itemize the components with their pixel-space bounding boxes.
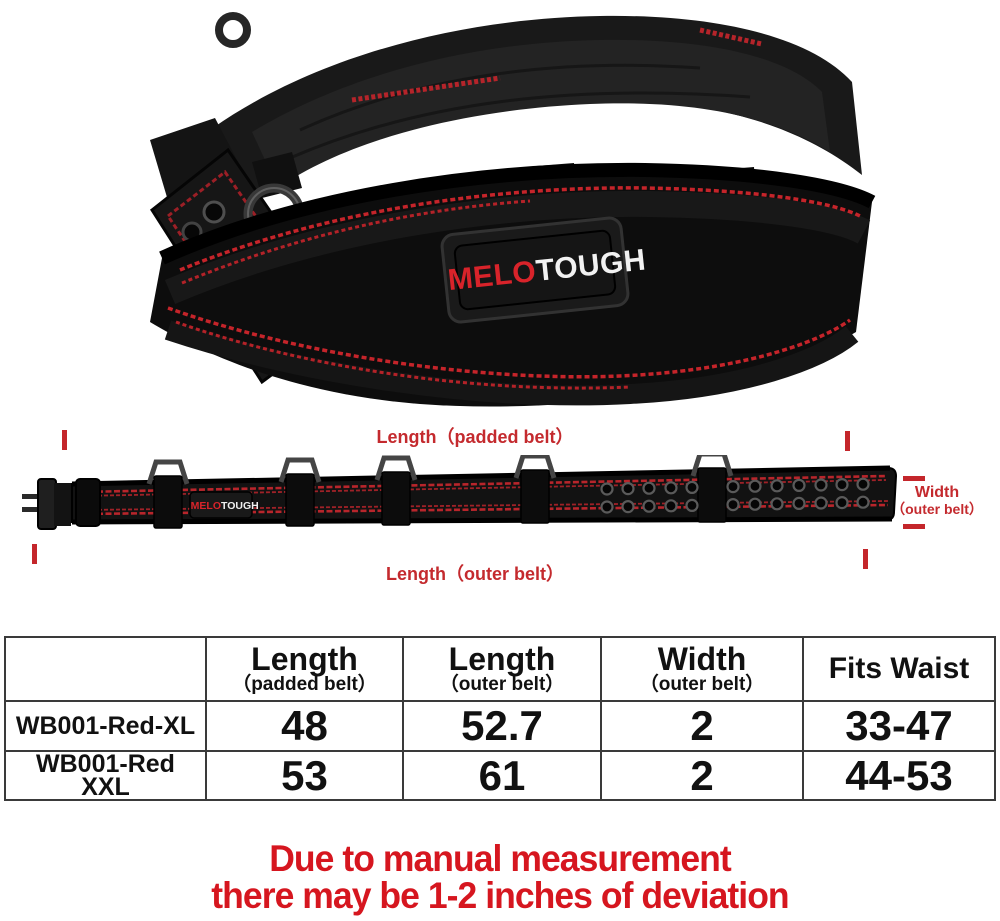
table-header-outer-length: Length （outer belt） bbox=[402, 638, 600, 700]
red-stitch bbox=[179, 186, 861, 272]
metal-loop-keepers bbox=[146, 455, 734, 529]
table-cell-xl-padded-length: 48 bbox=[205, 700, 402, 750]
grommet-holes bbox=[600, 477, 870, 514]
dimension-tick bbox=[903, 476, 925, 481]
table-header-fits-waist: Fits Waist bbox=[802, 638, 994, 700]
melotough-logo-patch: MELO TOUGH bbox=[440, 216, 648, 324]
table-header-model bbox=[6, 638, 205, 700]
dimension-tick bbox=[62, 430, 67, 450]
measurement-deviation-note: Due to manual measurement there may be 1… bbox=[20, 840, 980, 914]
dimension-tick bbox=[863, 549, 868, 569]
dimension-tick bbox=[903, 524, 925, 529]
width-label-line1: Width bbox=[914, 484, 960, 501]
red-stitch bbox=[351, 75, 501, 103]
red-stitch bbox=[79, 474, 887, 494]
column-title: Length bbox=[448, 641, 556, 677]
table-cell-xl-outer-length: 52.7 bbox=[402, 700, 600, 750]
padded-belt-length-label: Length（padded belt） bbox=[376, 427, 574, 447]
outer-belt-width-label: Width （outer belt） bbox=[874, 484, 1000, 518]
red-stitch bbox=[181, 199, 531, 285]
dimension-tick bbox=[32, 544, 37, 564]
table-row-xl-model: WB001-Red-XL bbox=[6, 700, 205, 750]
column-title: Fits Waist bbox=[828, 652, 970, 685]
note-line-2: there may be 1-2 inches of deviation bbox=[211, 875, 789, 916]
table-cell-xl-outer-width: 2 bbox=[600, 700, 802, 750]
belt-product-photo: MELO TOUGH bbox=[150, 12, 876, 407]
table-header-outer-width: Width （outer belt） bbox=[600, 638, 802, 700]
dimension-tick bbox=[845, 431, 850, 451]
outer-belt-length-label: Length（outer belt） bbox=[386, 564, 564, 584]
svg-text:TOUGH: TOUGH bbox=[221, 500, 259, 512]
table-cell-xxl-padded-length: 53 bbox=[205, 750, 402, 799]
red-stitch bbox=[175, 320, 631, 390]
note-line-1: Due to manual measurement bbox=[269, 838, 732, 879]
svg-text:MELO: MELO bbox=[191, 500, 221, 512]
table-cell-xxl-outer-width: 2 bbox=[600, 750, 802, 799]
table-header-padded-length: Length （padded belt） bbox=[205, 638, 402, 700]
melotough-mini-patch: MELO TOUGH bbox=[189, 491, 259, 519]
table-cell-xxl-fits-waist: 44-53 bbox=[802, 750, 994, 799]
red-stitch bbox=[167, 306, 852, 379]
column-subtitle: （outer belt） bbox=[439, 674, 565, 695]
column-title: Length bbox=[251, 641, 358, 677]
size-spec-table: Length （padded belt） Length （outer belt）… bbox=[4, 636, 996, 801]
belt-buckle bbox=[22, 478, 71, 530]
column-title: Width bbox=[657, 641, 747, 677]
table-cell-xl-fits-waist: 33-47 bbox=[802, 700, 994, 750]
width-label-line2: （outer belt） bbox=[891, 501, 983, 517]
column-subtitle: （outer belt） bbox=[639, 674, 765, 695]
belt-keeper bbox=[75, 478, 101, 527]
table-cell-xxl-outer-length: 61 bbox=[402, 750, 600, 799]
d-ring-icon bbox=[215, 12, 251, 48]
red-stitch bbox=[699, 27, 763, 47]
table-row-xxl-model: WB001-Red XXL bbox=[6, 750, 205, 799]
flat-belt-diagram: MELO TOUGH bbox=[22, 455, 898, 530]
column-subtitle: （padded belt） bbox=[232, 674, 377, 695]
